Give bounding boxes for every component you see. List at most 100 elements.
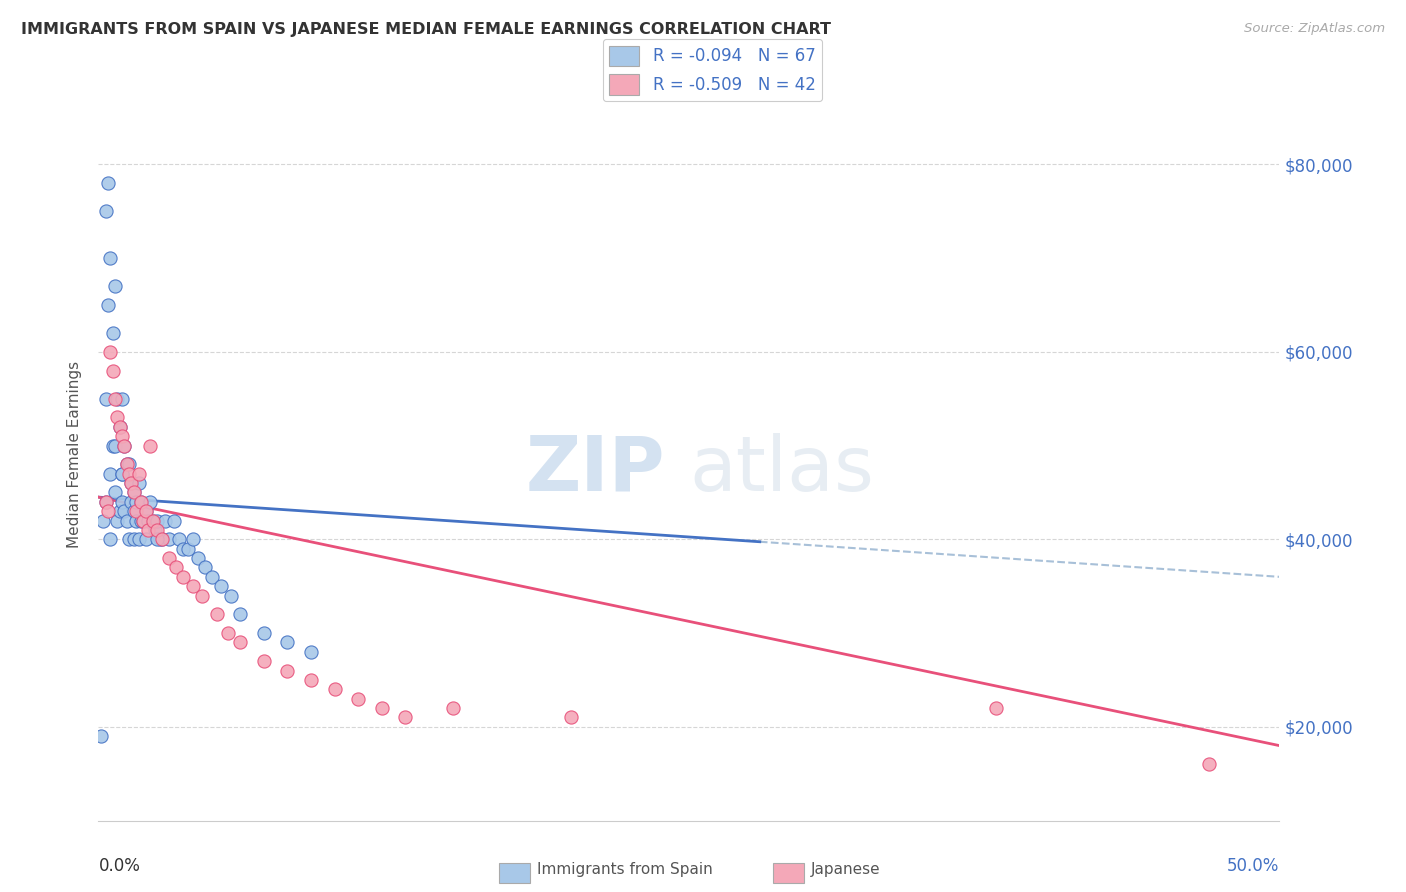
Point [146, 514, 169, 528]
Point [139, 438, 162, 452]
Point [167, 533, 190, 547]
Point [128, 533, 150, 547]
Y-axis label: Median Female Earnings: Median Female Earnings [67, 361, 83, 549]
Text: Immigrants from Spain: Immigrants from Spain [537, 863, 713, 877]
Point [104, 438, 127, 452]
Point [153, 514, 176, 528]
Point [229, 635, 252, 649]
Point [111, 467, 134, 481]
Point [172, 541, 194, 556]
Point [121, 476, 143, 491]
Point [94, 495, 117, 509]
Point [143, 523, 166, 537]
Point [108, 504, 131, 518]
Point [132, 514, 155, 528]
Point [111, 392, 134, 406]
Point [98, 344, 121, 359]
Point [94, 204, 117, 219]
Point [90, 729, 112, 743]
Point [371, 701, 394, 715]
Point [105, 392, 128, 406]
Text: Source: ZipAtlas.com: Source: ZipAtlas.com [1244, 22, 1385, 36]
Point [146, 523, 169, 537]
Point [122, 485, 145, 500]
Point [111, 495, 134, 509]
Point [229, 607, 252, 622]
Point [105, 514, 128, 528]
Point [177, 541, 200, 556]
Point [194, 560, 217, 574]
Point [128, 467, 150, 481]
Point [560, 710, 582, 724]
Point [142, 514, 165, 528]
Point [157, 551, 180, 566]
Point [115, 458, 138, 472]
Point [135, 504, 157, 518]
Point [97, 176, 120, 190]
Text: 50.0%: 50.0% [1227, 857, 1279, 875]
Point [125, 514, 148, 528]
Point [299, 673, 322, 687]
Text: Japanese: Japanese [811, 863, 882, 877]
Text: atlas: atlas [689, 433, 873, 507]
Point [394, 710, 416, 724]
Point [165, 560, 187, 574]
Point [150, 533, 173, 547]
Legend: R = -0.094   N = 67, R = -0.509   N = 42: R = -0.094 N = 67, R = -0.509 N = 42 [603, 39, 823, 102]
Point [201, 570, 224, 584]
Point [209, 579, 232, 593]
Point [97, 298, 120, 312]
Point [323, 682, 346, 697]
Point [441, 701, 464, 715]
Point [132, 514, 155, 528]
Point [135, 504, 157, 518]
Point [98, 251, 121, 265]
Point [163, 514, 186, 528]
Point [112, 504, 135, 518]
Point [299, 645, 322, 659]
Point [115, 458, 138, 472]
Point [112, 438, 135, 452]
Point [118, 458, 141, 472]
Point [276, 664, 298, 678]
Point [150, 533, 173, 547]
Point [135, 533, 157, 547]
Point [105, 410, 128, 425]
Point [181, 579, 204, 593]
Point [118, 467, 141, 481]
Point [129, 495, 152, 509]
Point [129, 514, 152, 528]
Point [205, 607, 228, 622]
Point [122, 485, 145, 500]
Point [104, 279, 127, 293]
Point [94, 495, 117, 509]
Point [136, 523, 159, 537]
Point [172, 570, 194, 584]
Point [108, 419, 131, 434]
Text: 0.0%: 0.0% [98, 857, 141, 875]
Point [157, 533, 180, 547]
Point [101, 438, 124, 452]
Point [136, 514, 159, 528]
Point [149, 533, 172, 547]
Point [139, 495, 162, 509]
Point [108, 419, 131, 434]
Point [121, 495, 143, 509]
Text: ZIP: ZIP [526, 433, 665, 507]
Point [98, 467, 121, 481]
Point [121, 476, 143, 491]
Point [347, 691, 370, 706]
Point [217, 626, 239, 640]
Point [253, 654, 276, 668]
Point [181, 533, 204, 547]
Point [112, 438, 135, 452]
Point [1198, 757, 1220, 772]
Point [104, 485, 127, 500]
Point [111, 429, 134, 443]
Point [128, 476, 150, 491]
Point [101, 326, 124, 340]
Point [111, 467, 134, 481]
Point [101, 363, 124, 377]
Point [122, 504, 145, 518]
Point [97, 504, 120, 518]
